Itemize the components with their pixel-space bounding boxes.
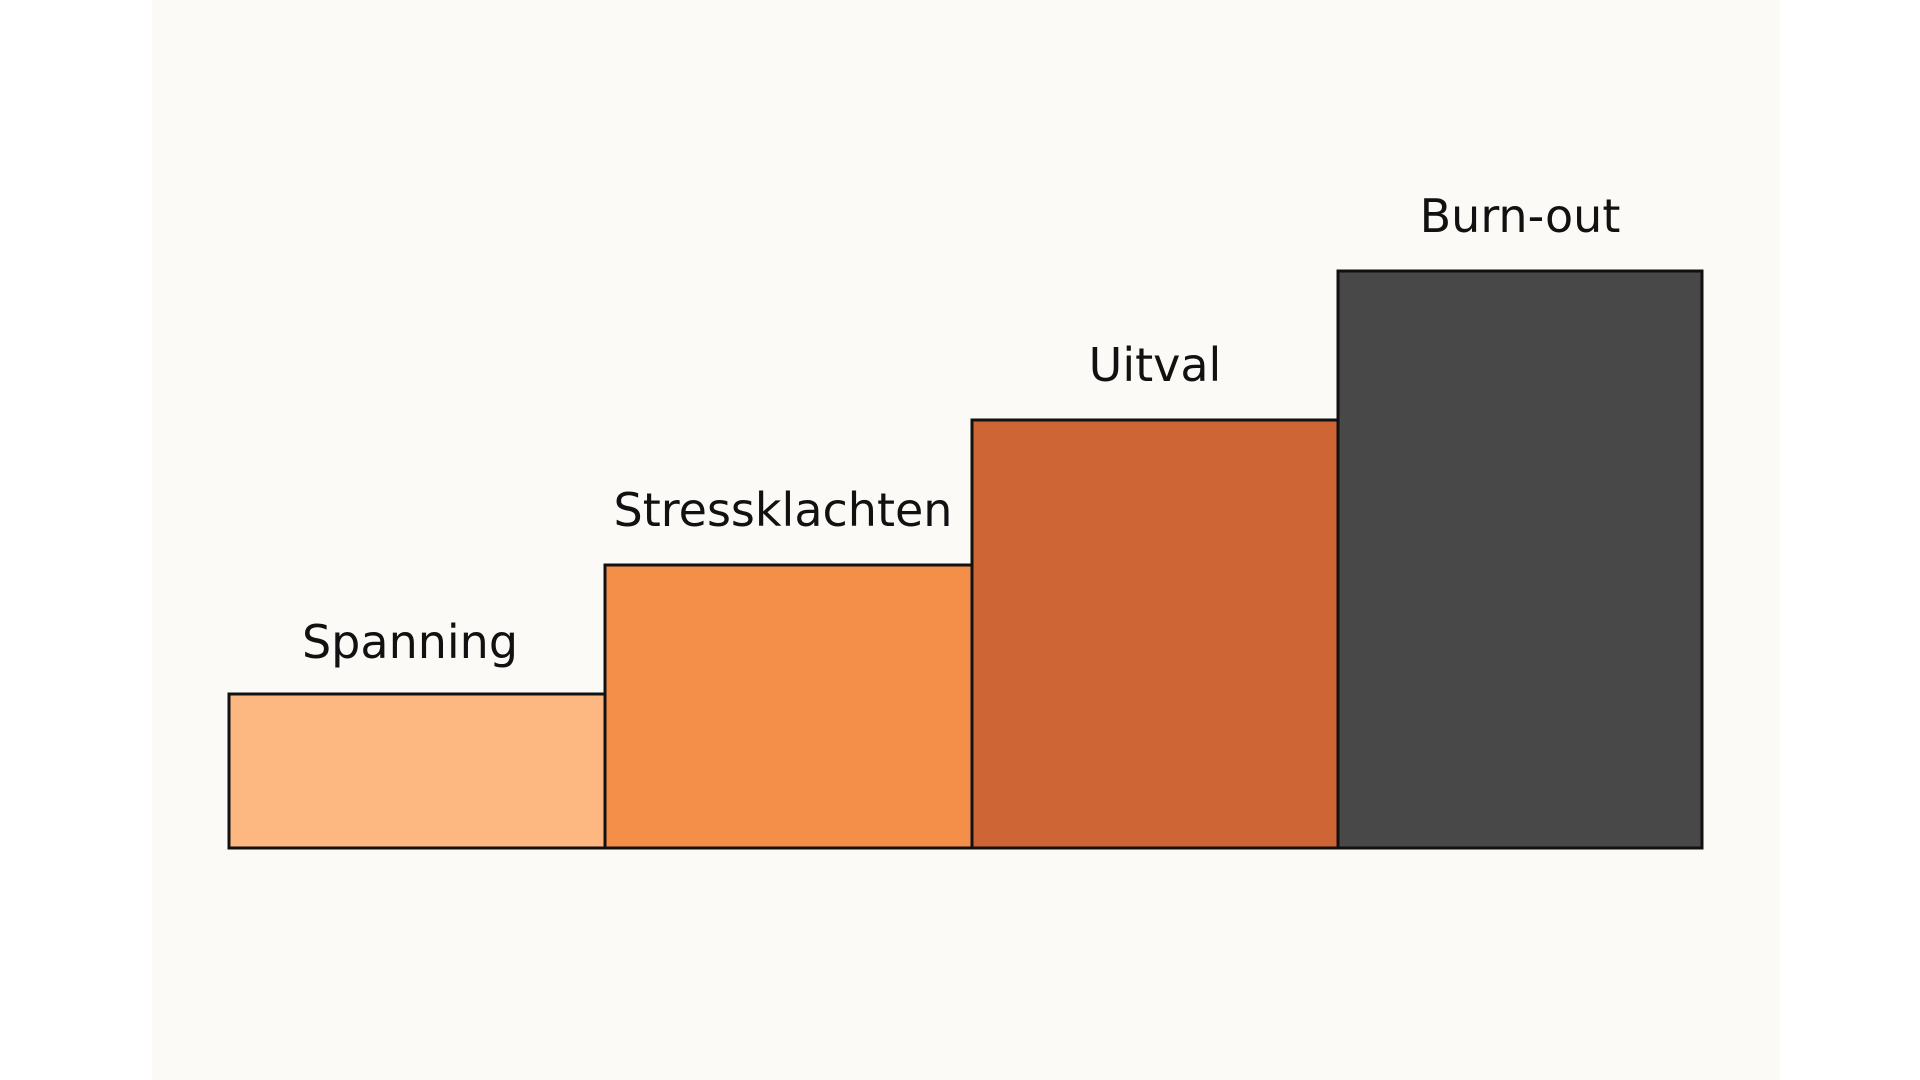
step-burn-out-block xyxy=(1336,269,1704,850)
step-stressklachten-label: Stressklachten xyxy=(614,483,953,537)
step-stressklachten-block xyxy=(603,563,974,850)
step-spanning: Spanning xyxy=(227,615,607,850)
step-uitval: Uitval xyxy=(970,338,1340,850)
step-burn-out-label: Burn-out xyxy=(1420,189,1621,243)
step-uitval-block xyxy=(970,418,1340,850)
step-uitval-label: Uitval xyxy=(1089,338,1222,392)
step-spanning-block xyxy=(227,692,607,850)
step-spanning-label: Spanning xyxy=(302,615,518,669)
step-burn-out: Burn-out xyxy=(1336,189,1704,850)
